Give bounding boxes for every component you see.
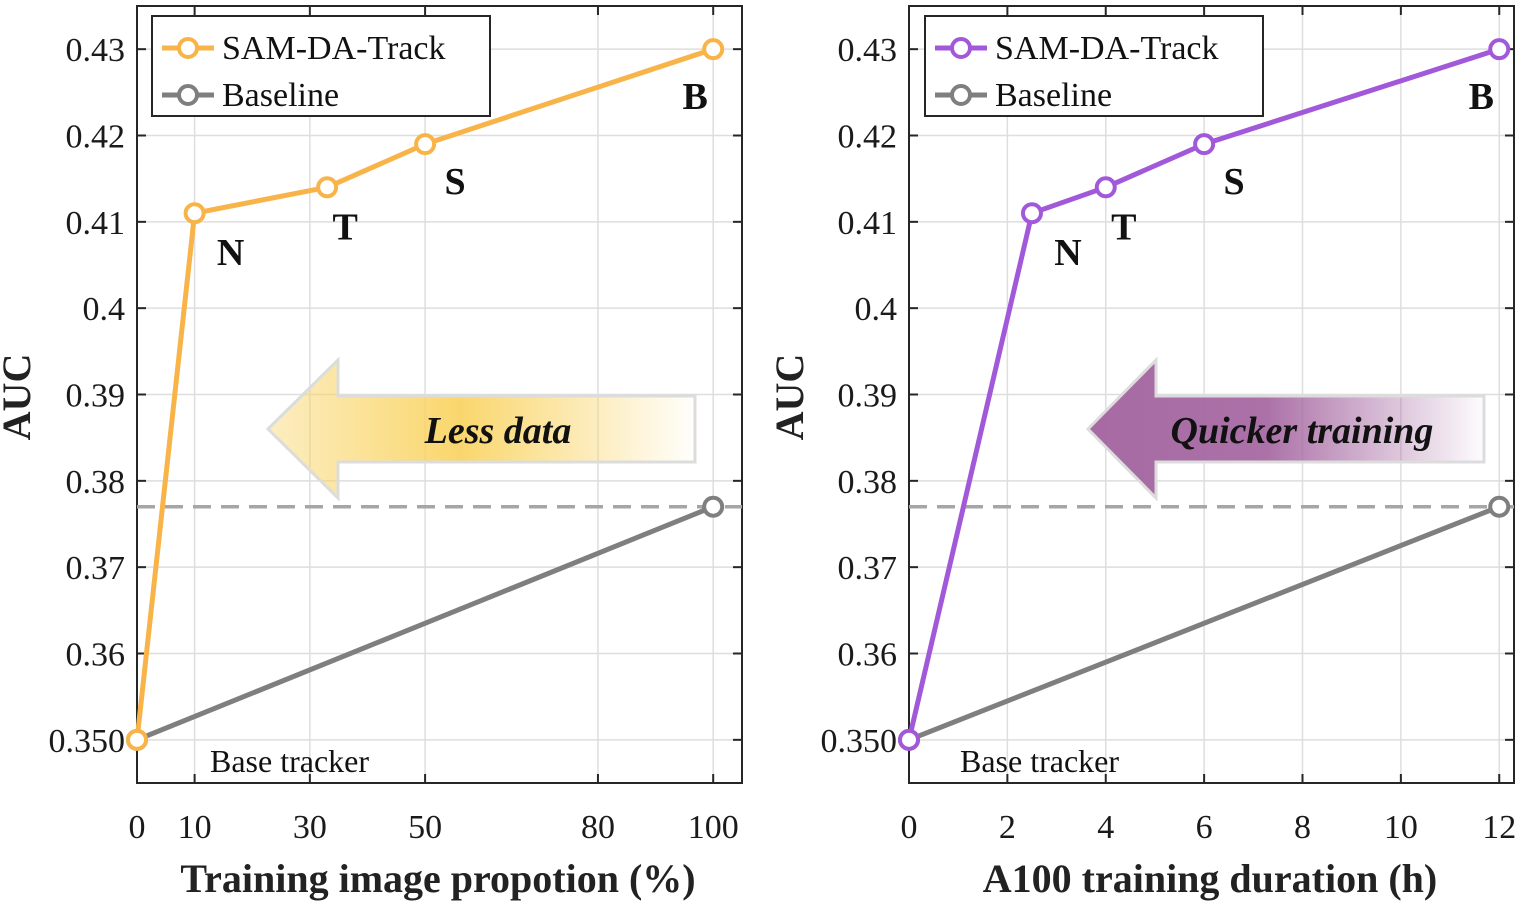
data-point xyxy=(1488,38,1511,61)
point-label: S xyxy=(1224,161,1245,203)
y-tick-label: 0.41 xyxy=(838,205,898,242)
x-tick-label: 0 xyxy=(129,809,146,846)
y-tick-label: 0.350 xyxy=(821,723,898,760)
legend-label: Baseline xyxy=(995,77,1112,114)
y-axis-label: AUC xyxy=(0,354,39,441)
y-axis-label: AUC xyxy=(767,354,812,441)
y-tick-label: 0.38 xyxy=(838,464,898,501)
y-tick-label: 0.41 xyxy=(66,205,126,242)
x-tick-label: 4 xyxy=(1097,809,1114,846)
x-tick-label: 12 xyxy=(1482,809,1516,846)
x-tick-label: 80 xyxy=(581,809,615,846)
point-label: B xyxy=(1469,76,1494,118)
data-point xyxy=(1488,495,1511,518)
data-point xyxy=(126,728,148,751)
y-tick-label: 0.4 xyxy=(855,291,898,328)
y-tick-label: 0.42 xyxy=(66,119,126,156)
y-tick-label: 0.36 xyxy=(66,637,126,674)
arrow-annotation xyxy=(1085,356,1486,502)
x-axis-label: Training image propotion (%) xyxy=(180,856,695,901)
legend-box xyxy=(151,15,491,117)
y-tick-label: 0.42 xyxy=(838,119,898,156)
point-label: N xyxy=(1054,232,1081,274)
data-point xyxy=(702,495,725,518)
arrow-text: Less data xyxy=(424,410,572,452)
data-point xyxy=(316,176,339,199)
series-line xyxy=(908,504,1501,743)
legend-swatch-marker xyxy=(177,84,199,106)
series-line xyxy=(136,504,715,743)
base-tracker-label: Base tracker xyxy=(210,743,369,779)
arrow-text: Quicker training xyxy=(1171,410,1434,452)
x-tick-label: 30 xyxy=(293,809,327,846)
legend-label: SAM-DA-Track xyxy=(995,30,1219,67)
y-tick-label: 0.38 xyxy=(66,464,126,501)
legend-box xyxy=(924,15,1264,117)
y-tick-label: 0.43 xyxy=(838,32,898,69)
legend-swatch-marker xyxy=(950,37,972,59)
legend-label: Baseline xyxy=(222,77,339,114)
legend-swatch-marker xyxy=(950,84,972,106)
data-point xyxy=(1193,133,1216,156)
x-tick-label: 0 xyxy=(901,809,918,846)
y-tick-label: 0.37 xyxy=(66,550,126,587)
point-label: T xyxy=(1111,206,1136,248)
y-tick-label: 0.39 xyxy=(838,378,898,415)
data-point xyxy=(414,133,437,156)
y-tick-label: 0.4 xyxy=(83,291,126,328)
x-tick-label: 2 xyxy=(999,809,1016,846)
point-label: B xyxy=(683,76,708,118)
data-point xyxy=(702,38,725,61)
data-point xyxy=(898,728,920,751)
point-label: N xyxy=(217,232,244,274)
x-axis-label: A100 training duration (h) xyxy=(983,856,1438,901)
y-tick-label: 0.350 xyxy=(49,723,126,760)
legend-label: SAM-DA-Track xyxy=(222,30,446,67)
data-point xyxy=(183,202,206,225)
y-tick-label: 0.43 xyxy=(66,32,126,69)
point-label: T xyxy=(332,206,357,248)
x-tick-label: 10 xyxy=(1384,809,1418,846)
x-tick-label: 6 xyxy=(1196,809,1213,846)
base-tracker-label: Base tracker xyxy=(960,743,1119,779)
data-point xyxy=(1020,202,1043,225)
y-tick-label: 0.39 xyxy=(66,378,126,415)
chart-panel-1: 0 10 30 50 80 100 0.350 0.36 0.37 0.38 0.39 0.4 0.41… xyxy=(0,5,743,901)
x-tick-label: 8 xyxy=(1294,809,1311,846)
x-tick-label: 10 xyxy=(178,809,212,846)
y-tick-label: 0.37 xyxy=(838,550,898,587)
legend-swatch-marker xyxy=(177,37,199,59)
x-tick-label: 50 xyxy=(408,809,442,846)
data-point xyxy=(1094,176,1117,199)
y-tick-label: 0.36 xyxy=(838,637,898,674)
point-label: S xyxy=(445,161,466,203)
x-tick-label: 100 xyxy=(688,809,739,846)
chart-panel-2: 0 2 4 6 8 10 12 0.350 0.36 0.37 0.38 0.39 0.4 0.41 0.4… xyxy=(767,5,1516,901)
arrow-annotation xyxy=(265,356,697,502)
